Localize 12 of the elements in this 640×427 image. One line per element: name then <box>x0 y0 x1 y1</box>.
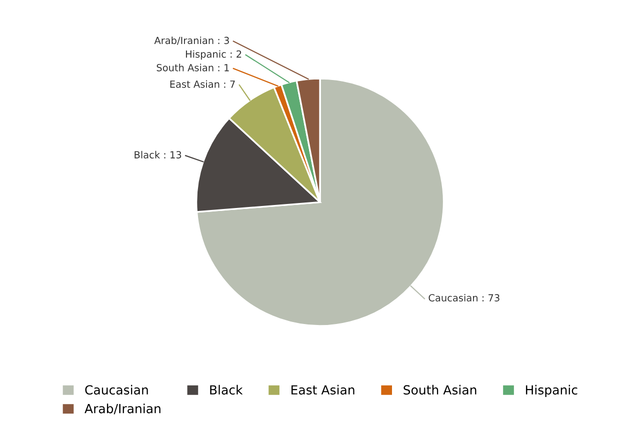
legend-label: Caucasian <box>85 384 148 395</box>
data-label: Hispanic : 2 <box>186 50 242 60</box>
legend-label: East Asian <box>292 384 354 395</box>
legend-label: South Asian <box>404 384 476 395</box>
data-label: Black : 13 <box>134 150 182 158</box>
legend-label: Hispanic <box>526 384 578 398</box>
legend-label: Black <box>210 384 243 395</box>
data-label: South Asian : 1 <box>156 64 229 72</box>
data-label: Arab/Iranian : 3 <box>154 36 229 45</box>
legend-label: Arab/Iranian <box>84 404 160 414</box>
data-label: East Asian : 7 <box>170 80 235 88</box>
data-label: Caucasian : 73 <box>428 294 500 302</box>
